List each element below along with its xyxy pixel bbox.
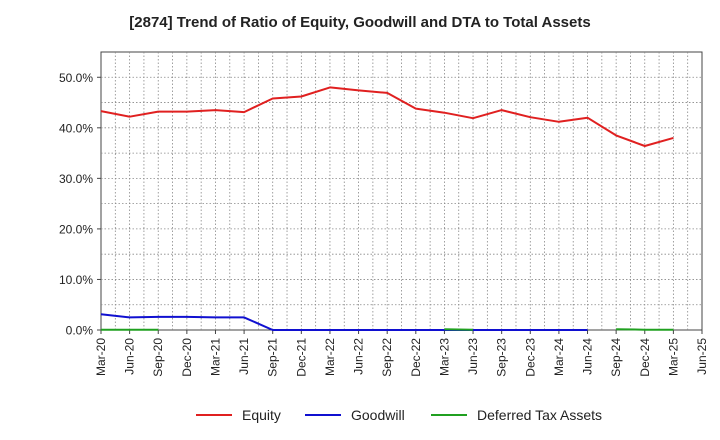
x-tick-label: Mar-23 xyxy=(437,338,451,376)
legend-swatch-equity xyxy=(196,414,232,416)
legend-label-goodwill: Goodwill xyxy=(351,407,405,423)
legend-item-goodwill: Goodwill xyxy=(305,404,405,426)
series-line-goodwill xyxy=(100,313,588,331)
y-tick-label: 30.0% xyxy=(59,172,93,186)
x-tick-label: Jun-21 xyxy=(237,338,251,375)
legend-swatch-goodwill xyxy=(305,414,341,416)
x-tick-label: Mar-24 xyxy=(552,338,566,376)
x-tick-label: Jun-22 xyxy=(352,338,366,375)
legend-swatch-deferred-tax-assets xyxy=(431,414,467,416)
y-tick-label: 50.0% xyxy=(59,71,93,85)
x-tick-label: Dec-22 xyxy=(409,338,423,377)
x-tick-label: Sep-21 xyxy=(266,338,280,377)
legend-label-deferred-tax-assets: Deferred Tax Assets xyxy=(477,407,603,423)
y-tick-label: 0.0% xyxy=(66,324,94,338)
x-tick-label: Jun-25 xyxy=(695,338,709,375)
x-tick-label: Dec-24 xyxy=(638,338,652,377)
x-tick-label: Sep-22 xyxy=(380,338,394,377)
y-tick-label: 10.0% xyxy=(59,273,93,287)
x-tick-label: Mar-25 xyxy=(666,338,680,376)
x-tick-label: Dec-20 xyxy=(180,338,194,377)
chart-title: [2874] Trend of Ratio of Equity, Goodwil… xyxy=(129,14,591,31)
x-tick-label: Sep-23 xyxy=(495,338,509,377)
chart-legend: Equity Goodwill Deferred Tax Assets xyxy=(0,404,720,426)
x-tick-label: Jun-20 xyxy=(123,338,137,375)
x-tick-label: Jun-24 xyxy=(581,338,595,375)
x-tick-label: Dec-21 xyxy=(294,338,308,377)
y-tick-label: 40.0% xyxy=(59,121,93,135)
y-tick-label: 20.0% xyxy=(59,222,93,236)
x-tick-label: Mar-22 xyxy=(323,338,337,376)
series-line-deferred-tax-assets xyxy=(444,328,474,331)
x-tick-label: Mar-21 xyxy=(208,338,222,376)
x-tick-label: Dec-23 xyxy=(523,338,537,377)
x-tick-label: Jun-23 xyxy=(466,338,480,375)
legend-item-deferred-tax-assets: Deferred Tax Assets xyxy=(431,404,602,426)
series-line-equity xyxy=(100,86,674,147)
x-tick-label: Sep-20 xyxy=(151,338,165,377)
series-line-deferred-tax-assets xyxy=(616,328,674,331)
x-tick-label: Mar-20 xyxy=(94,338,108,376)
x-tick-label: Sep-24 xyxy=(609,338,623,377)
plot-frame xyxy=(100,51,703,331)
legend-label-equity: Equity xyxy=(242,407,281,423)
legend-item-equity: Equity xyxy=(196,404,281,426)
